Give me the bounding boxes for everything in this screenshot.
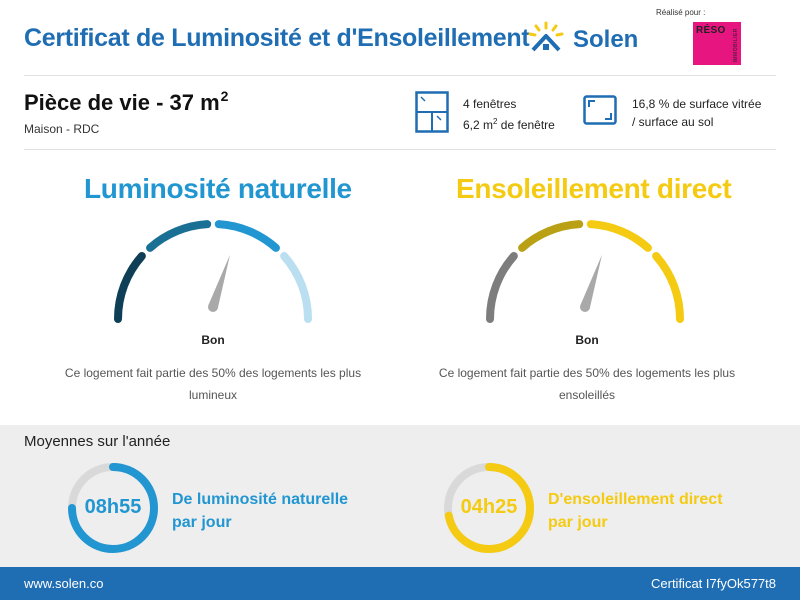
luminosity-rating: Bon	[201, 333, 225, 347]
surface-ratio-info: 16,8 % de surface vitrée / surface au so…	[632, 95, 761, 131]
sunshine-ring-progress	[444, 463, 534, 553]
surface-ratio-icon	[583, 95, 617, 125]
certificate-id: Certificat I7fyOk577t8	[651, 576, 776, 591]
sunshine-ring	[444, 463, 534, 553]
page-title: Certificat de Luminosité et d'Ensoleille…	[24, 24, 530, 52]
partner-name: RÉSO	[696, 25, 726, 36]
luminosity-gauge-segment-3	[214, 220, 280, 252]
room-title: Pièce de vie - 37 m2	[24, 88, 229, 115]
sunshine-gauge-segment-2	[518, 220, 584, 252]
brand-name: Solen	[573, 26, 639, 53]
surface-ratio-line2: / surface au sol	[632, 115, 714, 129]
partner-subtitle: IMMOBILIER	[733, 28, 739, 63]
surface-ratio-line1: 16,8 % de surface vitrée	[632, 97, 762, 111]
window-area: 6,2 m2 de fenêtre	[463, 117, 555, 132]
luminosity-daily-value: 08h55	[84, 496, 142, 518]
luminosity-gauge-needle	[208, 254, 230, 309]
solen-sun-house-icon	[528, 21, 564, 52]
luminosity-gauge	[114, 220, 312, 323]
window-info: 4 fenêtres 6,2 m2 de fenêtre	[463, 95, 555, 134]
window-icon	[415, 91, 449, 133]
luminosity-gauge-needle-hub	[208, 302, 218, 312]
sunshine-title: Ensoleillement direct	[456, 173, 732, 204]
header: Certificat de Luminosité et d'Ensoleille…	[0, 0, 800, 75]
divider	[24, 75, 776, 76]
windows-count: 4 fenêtres	[463, 97, 517, 111]
luminosity-ring	[68, 463, 158, 553]
sunshine-gauge-needle	[580, 254, 602, 309]
yearly-averages: Moyennes sur l'année 08h55 De luminosité…	[0, 425, 800, 567]
room-subtitle: Maison - RDC	[24, 122, 100, 136]
sunshine-gauge-segment-4	[652, 252, 684, 323]
sunshine-gauge-needle-hub	[580, 302, 590, 312]
sunshine-daily-label: D'ensoleillement direct par jour	[548, 491, 723, 531]
luminosity-gauge-segment-4	[280, 252, 312, 323]
sunshine-description: Ce logement fait partie des 50% des loge…	[438, 366, 736, 402]
luminosity-title: Luminosité naturelle	[84, 173, 352, 204]
luminosity-gauge-segment-2	[146, 220, 212, 252]
partner-logo: RÉSO IMMOBILIER	[693, 22, 741, 65]
luminosity-description: Ce logement fait partie des 50% des loge…	[64, 366, 362, 402]
sunshine-gauge-segment-3	[586, 220, 652, 252]
website-link[interactable]: www.solen.co	[24, 576, 104, 591]
divider	[24, 149, 776, 150]
sunshine-daily-value: 04h25	[460, 496, 518, 518]
luminosity-ring-progress	[68, 463, 158, 553]
sunshine-gauge	[486, 220, 684, 323]
footer: www.solen.co Certificat I7fyOk577t8	[0, 567, 800, 600]
sunshine-gauge-segment-1	[486, 252, 518, 323]
sunshine-rating: Bon	[575, 333, 599, 347]
luminosity-gauge-segment-1	[114, 252, 146, 323]
luminosity-daily-label: De luminosité naturelle par jour	[172, 491, 349, 531]
averages-title: Moyennes sur l'année	[24, 433, 171, 450]
solen-logo[interactable]: Solen	[527, 20, 647, 60]
made-for-label: Réalisé pour :	[656, 8, 706, 17]
